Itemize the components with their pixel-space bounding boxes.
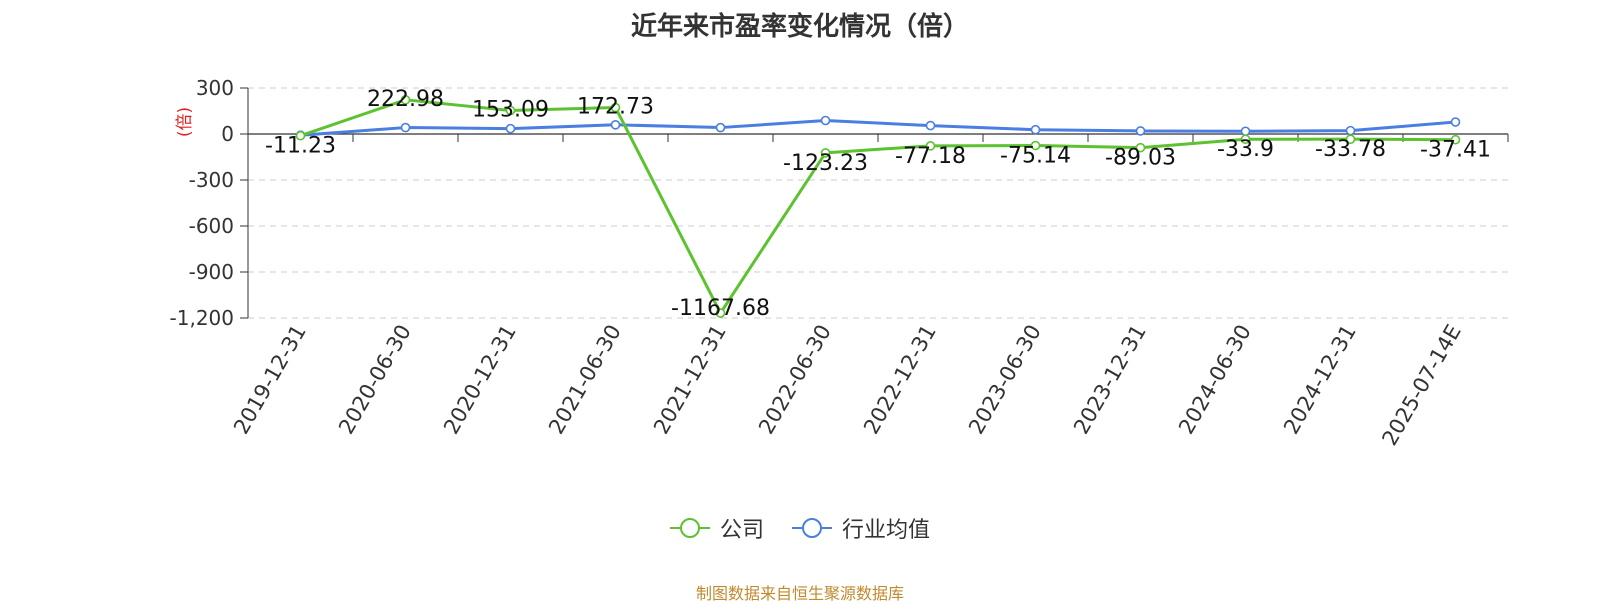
data-label: -1167.68 xyxy=(671,296,770,321)
x-tick-label: 2021-12-31 xyxy=(649,321,731,439)
legend-item[interactable]: 行业均值 xyxy=(792,512,930,544)
chart-title: 近年来市盈率变化情况（倍） xyxy=(630,12,969,42)
y-tick-label: -300 xyxy=(189,168,234,192)
series-lines xyxy=(295,95,1461,318)
industry-average-point xyxy=(820,115,831,126)
legend-label: 公司 xyxy=(719,518,764,543)
y-tick-label: -900 xyxy=(189,260,234,284)
company-point xyxy=(505,105,516,116)
data-labels: -11.23 222.98 153.09 172.73 -1167.68 -123.23 -… xyxy=(265,87,1491,321)
company-point xyxy=(400,95,411,105)
legend-label: 行业均值 xyxy=(842,518,931,543)
industry-average-point xyxy=(400,122,411,133)
data-label: -77.18 xyxy=(895,144,966,169)
y-tick-label: -1,200 xyxy=(170,306,234,330)
company-point xyxy=(715,308,726,318)
industry-average-line xyxy=(300,119,1456,137)
industry-average-point xyxy=(925,120,936,131)
x-tick-label: 2025-07-14E xyxy=(1377,321,1465,450)
x-tick-label: 2020-06-30 xyxy=(334,321,416,439)
data-label: -89.03 xyxy=(1105,146,1176,171)
data-label: -37.41 xyxy=(1420,138,1491,163)
company-point xyxy=(1135,142,1146,153)
industry-average-point xyxy=(610,120,621,130)
company-line xyxy=(300,98,1456,315)
industry-average-point xyxy=(1135,126,1146,136)
x-tick-label: 2020-12-31 xyxy=(439,321,521,439)
data-label: -11.23 xyxy=(265,134,336,159)
industry-average-point xyxy=(1450,117,1461,127)
legend-item[interactable]: 公司 xyxy=(669,512,764,544)
industry-average-point xyxy=(1030,124,1041,135)
legend-marker-icon xyxy=(669,518,710,538)
company-point xyxy=(925,141,936,151)
x-tick-label: 2022-06-30 xyxy=(754,321,836,439)
company-point xyxy=(1450,134,1461,145)
y-tick-label: -600 xyxy=(189,214,234,238)
x-tick-label: 2021-06-30 xyxy=(544,321,626,439)
data-label: -123.23 xyxy=(783,151,868,176)
x-tick-label: 2023-06-30 xyxy=(964,321,1046,439)
x-tick-label: 2024-12-31 xyxy=(1279,321,1361,439)
legend-marker-icon xyxy=(792,518,832,538)
industry-average-point xyxy=(715,122,726,133)
company-point xyxy=(1240,134,1251,144)
company-point xyxy=(1345,134,1356,144)
y-tick-label: 0 xyxy=(221,122,234,146)
data-label: -33.78 xyxy=(1315,137,1386,162)
industry-average-point xyxy=(505,123,516,134)
data-label: 172.73 xyxy=(577,95,654,120)
x-tick-label: 2019-12-31 xyxy=(229,321,311,439)
x-tick-label: 2022-12-31 xyxy=(859,321,941,439)
data-label: -75.14 xyxy=(1000,144,1071,169)
company-point xyxy=(1030,140,1041,151)
company-point xyxy=(610,102,621,113)
industry-average-point xyxy=(1240,126,1251,137)
data-label: -33.9 xyxy=(1217,137,1274,162)
source-note: 制图数据来自恒生聚源数据库 xyxy=(695,584,904,603)
industry-average-point xyxy=(1345,125,1356,136)
y-tick-label: 300 xyxy=(196,76,234,100)
legend: 公司 行业均值 xyxy=(0,512,1600,544)
y-axis-title: (倍) xyxy=(175,107,195,137)
data-label: 222.98 xyxy=(367,87,444,112)
x-tick-label: 2024-06-30 xyxy=(1174,321,1256,439)
company-point xyxy=(295,130,306,141)
company-point xyxy=(820,148,831,158)
x-tick-label: 2023-12-31 xyxy=(1069,321,1151,439)
data-label: 153.09 xyxy=(472,98,549,123)
